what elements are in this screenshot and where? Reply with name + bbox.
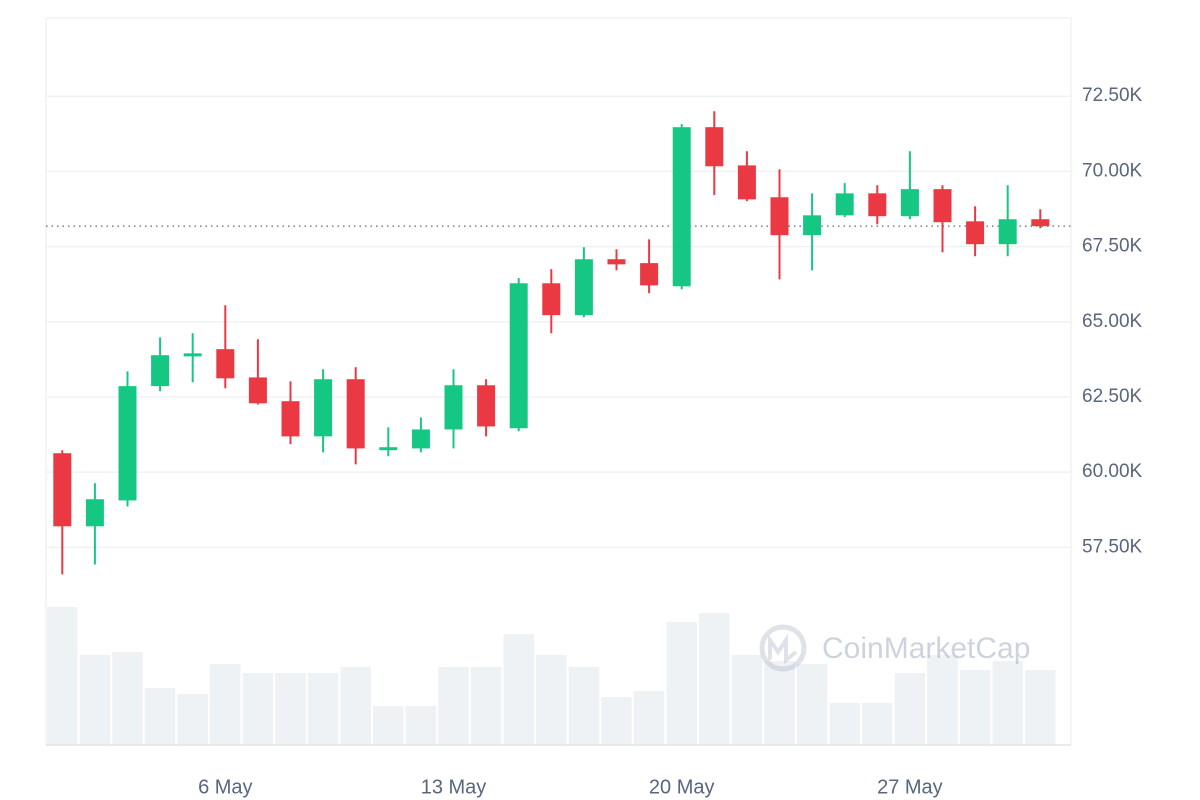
candle-body xyxy=(770,197,789,236)
volume-bar xyxy=(470,667,502,745)
volume-bar xyxy=(79,655,111,745)
volume-bar xyxy=(536,655,567,745)
watermark-logo xyxy=(759,624,807,672)
candle-body xyxy=(216,349,235,379)
candle-body xyxy=(868,193,887,217)
candle-body xyxy=(542,283,561,316)
volume-bar xyxy=(829,703,860,745)
volume-bar xyxy=(177,694,208,745)
y-tick-label: 57.50K xyxy=(1082,536,1143,557)
volume-bar xyxy=(959,670,991,745)
volume-bar xyxy=(862,703,893,745)
candle-body xyxy=(85,499,104,527)
watermark: CoinMarketCap xyxy=(822,632,1030,665)
x-tick-label: 20 May xyxy=(649,776,715,798)
volume-bar xyxy=(503,634,534,745)
volume-bar xyxy=(373,706,404,745)
y-tick-label: 65.00K xyxy=(1082,311,1143,332)
candle-body xyxy=(900,189,919,217)
candle-body xyxy=(53,453,72,527)
y-tick-label: 70.00K xyxy=(1082,160,1143,181)
candle-body xyxy=(509,283,528,429)
y-tick-label: 62.50K xyxy=(1082,386,1143,407)
candle-body xyxy=(379,447,398,451)
volume-bar xyxy=(764,661,795,745)
candle-body xyxy=(248,377,267,404)
volume-bar xyxy=(699,613,730,745)
candle-body xyxy=(574,259,593,316)
candle-body xyxy=(607,259,626,265)
candle-body xyxy=(281,401,300,437)
volume-bar xyxy=(796,664,828,745)
volume-bar xyxy=(633,691,665,745)
candle-body xyxy=(640,263,659,286)
volume-bar xyxy=(601,697,632,745)
candle-body xyxy=(737,165,756,200)
volume-bar xyxy=(894,673,926,745)
volume-bar xyxy=(666,622,697,745)
volume-bar xyxy=(1025,670,1056,745)
candle-body xyxy=(803,215,822,236)
candle-body xyxy=(1031,219,1050,227)
volume-bar xyxy=(927,655,958,745)
candle-body xyxy=(966,221,985,245)
candle-body xyxy=(477,385,496,427)
candle-body xyxy=(118,386,137,501)
x-tick-label: 27 May xyxy=(877,776,943,798)
volume-bar xyxy=(340,667,371,745)
volume-bar xyxy=(47,607,78,745)
candle-body xyxy=(705,127,724,167)
candle-body xyxy=(933,189,952,223)
volume-bar xyxy=(438,667,469,745)
candle-body xyxy=(183,353,202,357)
candle-body xyxy=(151,355,170,387)
volume-bar xyxy=(307,673,339,745)
candle-body xyxy=(835,193,854,216)
volume-bar xyxy=(992,661,1023,745)
candle-body xyxy=(346,379,365,449)
y-tick-label: 60.00K xyxy=(1082,461,1143,482)
y-tick-label: 72.50K xyxy=(1082,85,1143,106)
volume-bar xyxy=(210,664,241,745)
volume-bar xyxy=(144,688,176,745)
candle-body xyxy=(314,379,333,437)
candle-body xyxy=(672,127,691,287)
volume-bar xyxy=(731,655,763,745)
x-tick-label: 6 May xyxy=(198,776,252,798)
x-tick-label: 13 May xyxy=(421,776,487,798)
candle-body xyxy=(411,429,430,449)
volume-bar xyxy=(112,652,143,745)
candle-body xyxy=(998,219,1017,245)
volume-bar xyxy=(275,673,306,745)
y-tick-label: 67.50K xyxy=(1082,236,1143,257)
volume-bar xyxy=(568,667,600,745)
candle-body xyxy=(444,385,463,430)
volume-bar xyxy=(405,706,437,745)
volume-bar xyxy=(242,673,274,745)
